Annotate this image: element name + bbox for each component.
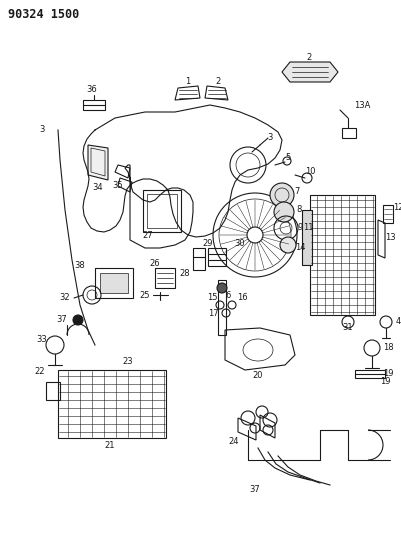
Bar <box>143 190 181 232</box>
Text: 23: 23 <box>123 358 133 367</box>
Text: 19: 19 <box>383 369 393 378</box>
Text: 90324 1500: 90324 1500 <box>8 7 79 20</box>
Circle shape <box>270 183 294 207</box>
Text: 13: 13 <box>385 233 395 243</box>
Text: 19: 19 <box>380 377 390 386</box>
Bar <box>83 100 105 110</box>
Text: 18: 18 <box>383 343 393 352</box>
Text: 2: 2 <box>306 52 312 61</box>
Text: 31: 31 <box>343 324 353 333</box>
Text: 1: 1 <box>185 77 190 86</box>
Text: 36: 36 <box>87 85 97 94</box>
Bar <box>218 280 226 335</box>
Text: 16: 16 <box>237 294 247 303</box>
Polygon shape <box>282 62 338 82</box>
Text: 32: 32 <box>60 294 70 303</box>
Text: 12: 12 <box>393 204 401 213</box>
Text: 34: 34 <box>93 183 103 192</box>
Text: 3: 3 <box>267 133 273 142</box>
Text: 37: 37 <box>57 316 67 325</box>
Bar <box>95 268 133 298</box>
Circle shape <box>73 315 83 325</box>
Circle shape <box>280 237 296 253</box>
Polygon shape <box>88 145 108 180</box>
Text: 20: 20 <box>253 370 263 379</box>
Text: 9: 9 <box>298 223 303 232</box>
Text: 24: 24 <box>229 438 239 447</box>
Text: 33: 33 <box>36 335 47 344</box>
Text: 8: 8 <box>296 206 302 214</box>
Text: 38: 38 <box>75 261 85 270</box>
Circle shape <box>274 202 294 222</box>
Text: 5: 5 <box>286 154 291 163</box>
Text: 4: 4 <box>395 318 401 327</box>
Bar <box>147 194 177 228</box>
Text: 14: 14 <box>295 244 305 253</box>
Text: 15: 15 <box>207 294 217 303</box>
Text: 6: 6 <box>225 290 231 300</box>
Bar <box>208 248 226 266</box>
Bar <box>342 128 356 138</box>
Text: 13A: 13A <box>354 101 370 109</box>
Text: 21: 21 <box>105 440 115 449</box>
Text: 17: 17 <box>208 309 218 318</box>
Text: 10: 10 <box>305 167 315 176</box>
Text: 26: 26 <box>150 259 160 268</box>
Text: 37: 37 <box>250 486 260 495</box>
Text: 22: 22 <box>35 367 45 376</box>
Bar <box>46 382 60 400</box>
Bar <box>100 273 128 293</box>
Text: 3: 3 <box>39 125 45 134</box>
Text: 27: 27 <box>143 230 153 239</box>
Bar <box>58 370 166 438</box>
Text: 28: 28 <box>180 269 190 278</box>
Bar <box>383 205 393 223</box>
Text: 11: 11 <box>303 223 313 232</box>
Text: 25: 25 <box>140 290 150 300</box>
Bar <box>302 210 312 265</box>
Text: 2: 2 <box>215 77 221 86</box>
Text: 35: 35 <box>113 181 124 190</box>
Text: 29: 29 <box>203 239 213 248</box>
Text: 30: 30 <box>235 239 245 248</box>
Bar <box>310 195 375 315</box>
Circle shape <box>217 283 227 293</box>
Text: 7: 7 <box>294 188 300 197</box>
